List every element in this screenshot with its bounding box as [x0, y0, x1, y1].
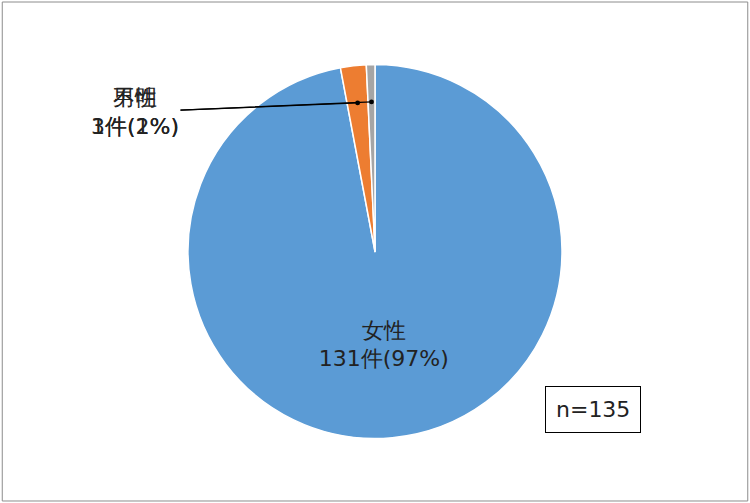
svg-text:不明1件(1%): 不明1件(1%)	[91, 85, 179, 139]
svg-text:男性3件(2%): 男性3件(2%)	[91, 85, 179, 139]
svg-text:女性131件(97%): 女性131件(97%)	[319, 318, 449, 372]
svg-text:n=135: n=135	[556, 397, 630, 422]
